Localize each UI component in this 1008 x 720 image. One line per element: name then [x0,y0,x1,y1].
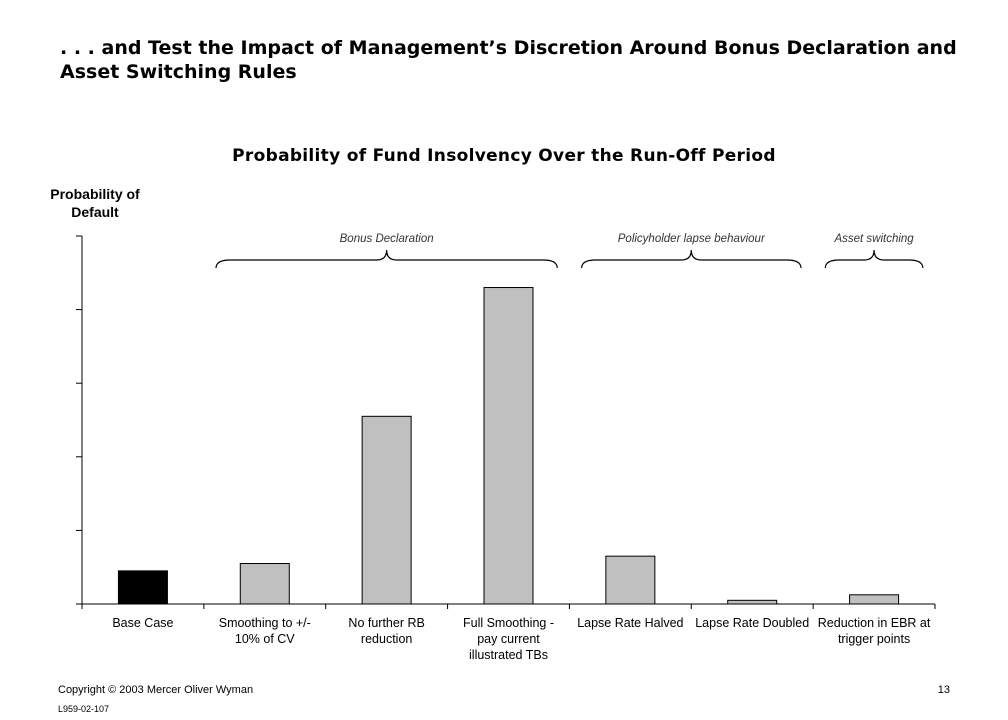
x-tick-label: Lapse Rate Doubled [695,616,809,630]
bar [117,570,168,605]
bar [727,599,778,605]
chart-title: Probability of Fund Insolvency Over the … [232,146,776,166]
group-label: Bonus Declaration [340,233,434,245]
group-brace [824,249,924,269]
y-axis-label: Probability of Default [50,186,140,220]
x-tick-label: Smoothing to +/-10% of CV [219,616,311,646]
x-tick-label: No further RB reduction [348,616,424,646]
footer-copyright: Copyright © 2003 Mercer Oliver Wyman [58,684,254,696]
group-label: Policyholder lapse behaviour [618,233,766,245]
x-tick-label: Base Case [112,616,173,630]
x-tick-label: Reduction in EBR at trigger points [818,616,931,646]
group-brace [581,249,802,269]
x-tick-label: Full Smoothing -pay current illustrated T… [463,616,554,662]
bar [361,415,412,605]
bar [483,287,534,605]
bar [605,555,656,605]
bar [849,594,900,605]
x-tick-label: Lapse Rate Halved [577,616,683,630]
group-label: Asset switching [833,233,914,245]
bar [239,563,290,605]
page-number: 13 [937,684,950,696]
footer-reference: L959-02-107 [58,704,110,714]
group-brace [215,249,558,269]
slide-title: . . . and Test the Impact of Management’… [60,37,957,83]
